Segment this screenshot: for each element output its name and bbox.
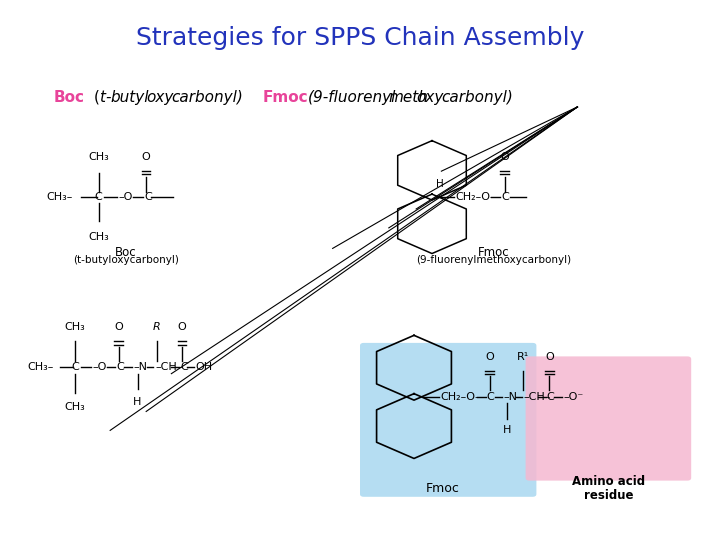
Text: O: O: [114, 322, 123, 332]
Text: OH: OH: [196, 362, 213, 372]
Text: C: C: [95, 192, 102, 202]
Text: C: C: [144, 192, 152, 202]
Text: CH₃–: CH₃–: [47, 192, 73, 202]
Text: CH₂–O–: CH₂–O–: [441, 392, 481, 402]
Text: O: O: [178, 322, 186, 332]
Text: C: C: [117, 362, 125, 372]
Text: CH₃: CH₃: [65, 402, 85, 413]
Text: –CH–: –CH–: [523, 392, 551, 402]
Text: (: (: [94, 90, 99, 105]
Text: R¹: R¹: [517, 352, 530, 362]
Text: CH₃: CH₃: [89, 152, 109, 162]
Text: carbonyl): carbonyl): [441, 90, 513, 105]
Text: meth: meth: [389, 90, 428, 105]
Text: R: R: [153, 322, 161, 332]
Text: H: H: [436, 179, 444, 188]
Text: –O–: –O–: [92, 362, 112, 372]
Text: C: C: [180, 362, 188, 372]
Text: –CH–: –CH–: [156, 362, 183, 372]
Text: O: O: [545, 352, 554, 362]
Text: carbonyl): carbonyl): [171, 90, 243, 105]
Text: C: C: [487, 392, 495, 402]
Text: CH₃–: CH₃–: [27, 362, 54, 372]
Text: butyl: butyl: [110, 90, 148, 105]
Text: t: t: [99, 90, 105, 105]
Text: –O⁻: –O⁻: [563, 392, 583, 402]
Text: Boc: Boc: [115, 246, 137, 259]
Text: O: O: [500, 152, 509, 162]
Text: (t-butyloxycarbonyl): (t-butyloxycarbonyl): [73, 255, 179, 266]
Text: oxy: oxy: [416, 90, 444, 105]
Text: (9-fluorenylmethoxycarbonyl): (9-fluorenylmethoxycarbonyl): [415, 255, 571, 266]
Text: H: H: [503, 425, 511, 435]
Text: –N–: –N–: [503, 392, 523, 402]
Text: Fmoc: Fmoc: [477, 246, 509, 259]
Text: –N–: –N–: [134, 362, 153, 372]
Text: CH₃: CH₃: [89, 232, 109, 242]
Text: C: C: [71, 362, 78, 372]
Text: Strategies for SPPS Chain Assembly: Strategies for SPPS Chain Assembly: [136, 26, 584, 50]
Text: C: C: [546, 392, 554, 402]
Text: (9-fluorenyl: (9-fluorenyl: [308, 90, 397, 105]
FancyBboxPatch shape: [526, 356, 691, 481]
FancyBboxPatch shape: [360, 343, 536, 497]
Text: oxy: oxy: [146, 90, 174, 105]
Text: C: C: [502, 192, 510, 202]
Text: Boc: Boc: [54, 90, 85, 105]
Text: O: O: [485, 352, 494, 362]
Text: H: H: [133, 397, 142, 407]
Text: –O–: –O–: [119, 192, 139, 202]
Text: CH₃: CH₃: [65, 322, 85, 332]
Text: Amino acid: Amino acid: [572, 475, 645, 488]
Text: residue: residue: [584, 489, 633, 502]
Text: O: O: [142, 152, 150, 162]
Text: -: -: [105, 90, 111, 105]
Text: Fmoc: Fmoc: [426, 482, 460, 495]
Text: Fmoc: Fmoc: [263, 90, 308, 105]
Text: CH₂–O–: CH₂–O–: [455, 192, 495, 202]
